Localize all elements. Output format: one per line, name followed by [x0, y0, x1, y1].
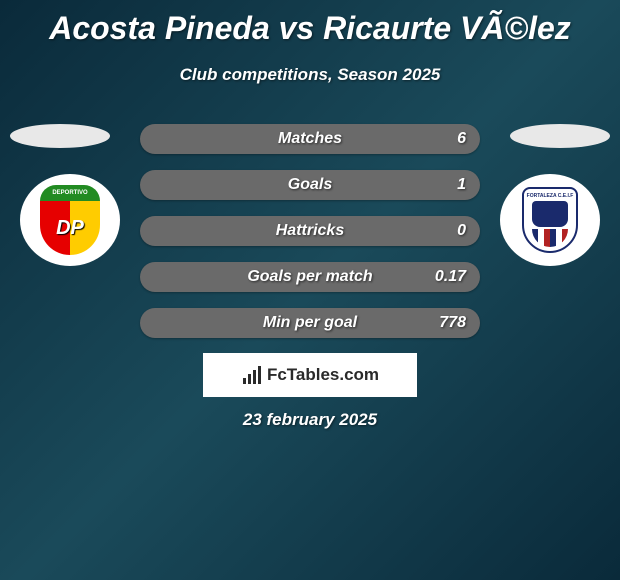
subtitle: Club competitions, Season 2025 — [0, 65, 620, 85]
stat-bar: Goals1 — [140, 170, 480, 200]
stat-bar: Matches6 — [140, 124, 480, 154]
date-text: 23 february 2025 — [0, 410, 620, 430]
chart-icon — [241, 366, 263, 384]
stat-bar: Goals per match0.17 — [140, 262, 480, 292]
badge-stripes — [532, 229, 568, 247]
stat-bar: Hattricks0 — [140, 216, 480, 246]
stat-bar: Min per goal778 — [140, 308, 480, 338]
player-photo-left-placeholder — [10, 124, 110, 148]
page-title: Acosta Pineda vs Ricaurte VÃ©lez — [0, 0, 620, 47]
team-badge-pereira: DEPORTIVO PEREIRA DP — [20, 174, 120, 266]
badge-top-text: DEPORTIVO PEREIRA — [40, 185, 100, 201]
stat-label: Goals — [140, 176, 480, 194]
stat-label: Hattricks — [140, 222, 480, 240]
stats-panel: Matches6Goals1Hattricks0Goals per match0… — [140, 124, 480, 354]
badge-right-top-text: FORTALEZA C.E.I.F — [527, 193, 574, 199]
fctables-branding: FcTables.com — [203, 353, 417, 397]
fctables-text: FcTables.com — [267, 365, 379, 385]
team-badge-fortaleza: FORTALEZA C.E.I.F — [500, 174, 600, 266]
team-logo-left: DEPORTIVO PEREIRA DP — [20, 174, 120, 266]
badge-mask-icon — [532, 201, 568, 227]
stat-label: Goals per match — [140, 268, 480, 286]
stat-value-right: 778 — [439, 314, 466, 332]
team-logo-right: FORTALEZA C.E.I.F — [500, 174, 600, 266]
stat-value-right: 0 — [457, 222, 466, 240]
badge-letters: DP — [56, 217, 84, 240]
stat-value-right: 1 — [457, 176, 466, 194]
stat-label: Min per goal — [140, 314, 480, 332]
stat-value-right: 6 — [457, 130, 466, 148]
player-photo-right-placeholder — [510, 124, 610, 148]
stat-value-right: 0.17 — [435, 268, 466, 286]
stat-label: Matches — [140, 130, 480, 148]
